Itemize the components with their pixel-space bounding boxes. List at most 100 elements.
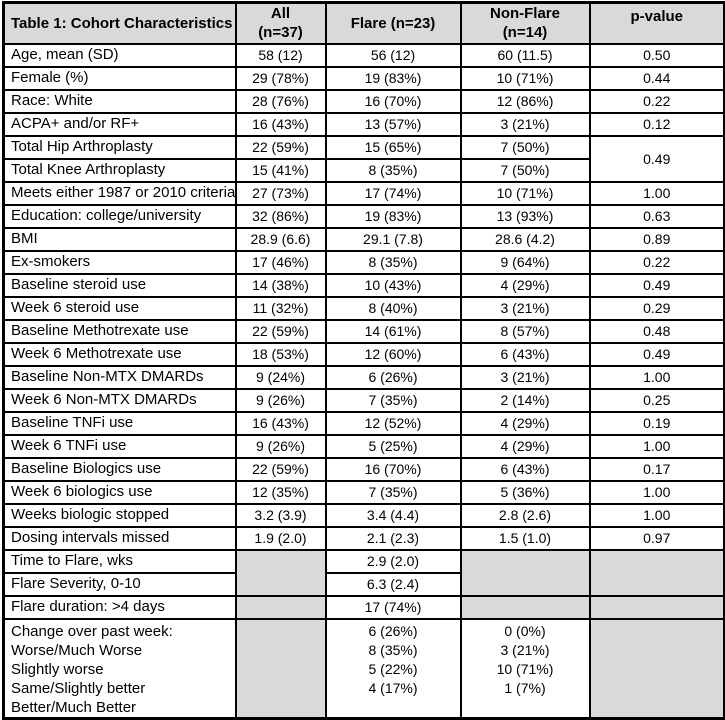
cell-flare: 17 (74%) (324, 594, 462, 620)
cell-pvalue: 1.00 (588, 180, 725, 206)
cell-pvalue: 0.22 (588, 88, 725, 114)
column-header-all: All (n=37) (234, 1, 327, 45)
cell-all: 16 (43%) (234, 111, 327, 137)
cell-flare: 7 (35%) (324, 479, 462, 505)
row-label: Baseline Biologics use (2, 456, 237, 482)
cell-flare: 17 (74%) (324, 180, 462, 206)
row-label: Flare Severity, 0-10 (2, 571, 237, 597)
cell-flare: 6 (26%) (324, 364, 462, 390)
cell-all: 12 (35%) (234, 479, 327, 505)
table-row: Ex-smokers 17 (46%) 8 (35%) 9 (64%) 0.22 (2, 249, 725, 275)
table-row: Dosing intervals missed 1.9 (2.0) 2.1 (2… (2, 525, 725, 551)
cell-nonflare-multiline: 0 (0%) 3 (21%) 10 (71%) 1 (7%) (459, 617, 591, 719)
row-label: Ex-smokers (2, 249, 237, 275)
cell-nonflare: 4 (29%) (459, 272, 591, 298)
table-row: Baseline Methotrexate use 22 (59%) 14 (6… (2, 318, 725, 344)
cell-flare-multiline: 6 (26%) 8 (35%) 5 (22%) 4 (17%) (324, 617, 462, 719)
shaded-cell-nonflare (459, 548, 591, 597)
cell-flare: 16 (70%) (324, 88, 462, 114)
row-label: Week 6 TNFi use (2, 433, 237, 459)
cell-flare: 19 (83%) (324, 203, 462, 229)
table-row: Week 6 biologics use 12 (35%) 7 (35%) 5 … (2, 479, 725, 505)
cell-all: 22 (59%) (234, 318, 327, 344)
table-row: BMI 28.9 (6.6) 29.1 (7.8) 28.6 (4.2) 0.8… (2, 226, 725, 252)
cell-pvalue: 1.00 (588, 479, 725, 505)
table-row: Week 6 Methotrexate use 18 (53%) 12 (60%… (2, 341, 725, 367)
row-label: Week 6 biologics use (2, 479, 237, 505)
shaded-cell-nonflare (459, 594, 591, 620)
cell-flare: 29.1 (7.8) (324, 226, 462, 252)
cell-flare: 14 (61%) (324, 318, 462, 344)
table-row: Age, mean (SD) 58 (12) 56 (12) 60 (11.5)… (2, 42, 725, 68)
cell-pvalue: 0.25 (588, 387, 725, 413)
cell-all: 58 (12) (234, 42, 327, 68)
row-label: Dosing intervals missed (2, 525, 237, 551)
cell-nonflare: 6 (43%) (459, 456, 591, 482)
cell-nonflare: 7 (50%) (459, 134, 591, 160)
cell-nonflare: 7 (50%) (459, 157, 591, 183)
cell-all: 9 (24%) (234, 364, 327, 390)
cell-pvalue: 0.89 (588, 226, 725, 252)
cell-flare: 13 (57%) (324, 111, 462, 137)
row-label: Race: White (2, 88, 237, 114)
cell-nonflare: 5 (36%) (459, 479, 591, 505)
cell-all: 22 (59%) (234, 134, 327, 160)
row-label: ACPA+ and/or RF+ (2, 111, 237, 137)
table-row: Weeks biologic stopped 3.2 (3.9) 3.4 (4.… (2, 502, 725, 528)
table-row-flare-only: Time to Flare, wks 2.9 (2.0) (2, 548, 725, 597)
table-row-change-over-past-week: Change over past week: Worse/Much Worse … (2, 617, 725, 719)
cell-pvalue: 0.50 (588, 42, 725, 68)
row-label: Week 6 steroid use (2, 295, 237, 321)
cell-nonflare: 12 (86%) (459, 88, 591, 114)
table-row: Week 6 steroid use 11 (32%) 8 (40%) 3 (2… (2, 295, 725, 321)
table-row: Race: White 28 (76%) 16 (70%) 12 (86%) 0… (2, 88, 725, 114)
cell-flare: 16 (70%) (324, 456, 462, 482)
cell-pvalue: 0.19 (588, 410, 725, 436)
cell-flare: 2.1 (2.3) (324, 525, 462, 551)
header-row: Table 1: Cohort Characteristics All (n=3… (2, 1, 725, 45)
table-row: Total Knee Arthroplasty 15 (41%) 8 (35%)… (2, 157, 725, 183)
cell-nonflare: 10 (71%) (459, 65, 591, 91)
cell-all: 9 (26%) (234, 433, 327, 459)
cell-pvalue: 0.22 (588, 249, 725, 275)
row-label: Age, mean (SD) (2, 42, 237, 68)
shaded-cell-all (234, 617, 327, 719)
table-row: Baseline TNFi use 16 (43%) 12 (52%) 4 (2… (2, 410, 725, 436)
cell-all: 32 (86%) (234, 203, 327, 229)
cell-pvalue: 0.12 (588, 111, 725, 137)
cell-nonflare: 3 (21%) (459, 364, 591, 390)
cell-all: 15 (41%) (234, 157, 327, 183)
shaded-cell-pvalue (588, 617, 725, 719)
column-header-flare: Flare (n=23) (324, 1, 462, 45)
shaded-cell-pvalue (588, 548, 725, 597)
shaded-cell-pvalue (588, 594, 725, 620)
row-label: Weeks biologic stopped (2, 502, 237, 528)
cell-all: 16 (43%) (234, 410, 327, 436)
table-row: Total Hip Arthroplasty 22 (59%) 15 (65%)… (2, 134, 725, 183)
cell-pvalue-merged: 0.49 (588, 134, 725, 183)
cell-nonflare: 60 (11.5) (459, 42, 591, 68)
cell-nonflare: 6 (43%) (459, 341, 591, 367)
cell-flare: 5 (25%) (324, 433, 462, 459)
cell-all: 1.9 (2.0) (234, 525, 327, 551)
table-title: Table 1: Cohort Characteristics (2, 1, 237, 45)
cell-flare: 19 (83%) (324, 65, 462, 91)
cell-flare: 7 (35%) (324, 387, 462, 413)
cell-nonflare: 8 (57%) (459, 318, 591, 344)
row-label: Total Hip Arthroplasty (2, 134, 237, 160)
cell-all: 22 (59%) (234, 456, 327, 482)
row-label: BMI (2, 226, 237, 252)
cell-all: 28 (76%) (234, 88, 327, 114)
shaded-cell-all (234, 548, 327, 597)
table-row-flare-only: Flare Severity, 0-10 6.3 (2.4) (2, 571, 725, 597)
cell-flare: 2.9 (2.0) (324, 548, 462, 574)
cell-all: 3.2 (3.9) (234, 502, 327, 528)
cell-flare: 8 (40%) (324, 295, 462, 321)
table-row: Meets either 1987 or 2010 criteria 27 (7… (2, 180, 725, 206)
row-label: Baseline Methotrexate use (2, 318, 237, 344)
table-row: Baseline steroid use 14 (38%) 10 (43%) 4… (2, 272, 725, 298)
cell-flare: 8 (35%) (324, 249, 462, 275)
cell-nonflare: 2.8 (2.6) (459, 502, 591, 528)
cell-flare: 56 (12) (324, 42, 462, 68)
